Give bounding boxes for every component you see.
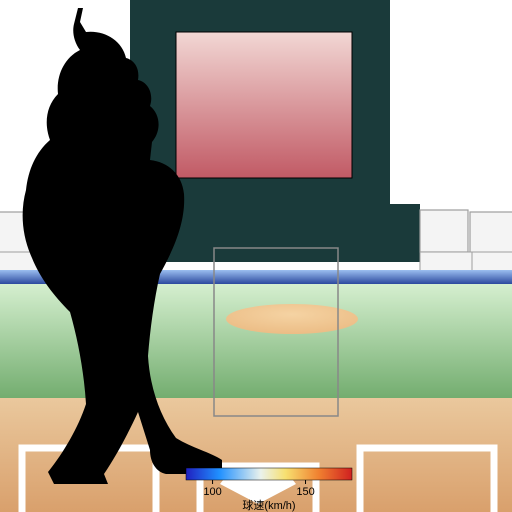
legend-axis-label: 球速(km/h) (242, 498, 295, 512)
scoreboard-screen (176, 32, 352, 178)
legend-tick-label: 150 (296, 486, 314, 498)
pitch-velocity-chart: 100 150球速(km/h) (0, 0, 512, 512)
legend-tick-label: 100 (203, 486, 221, 498)
